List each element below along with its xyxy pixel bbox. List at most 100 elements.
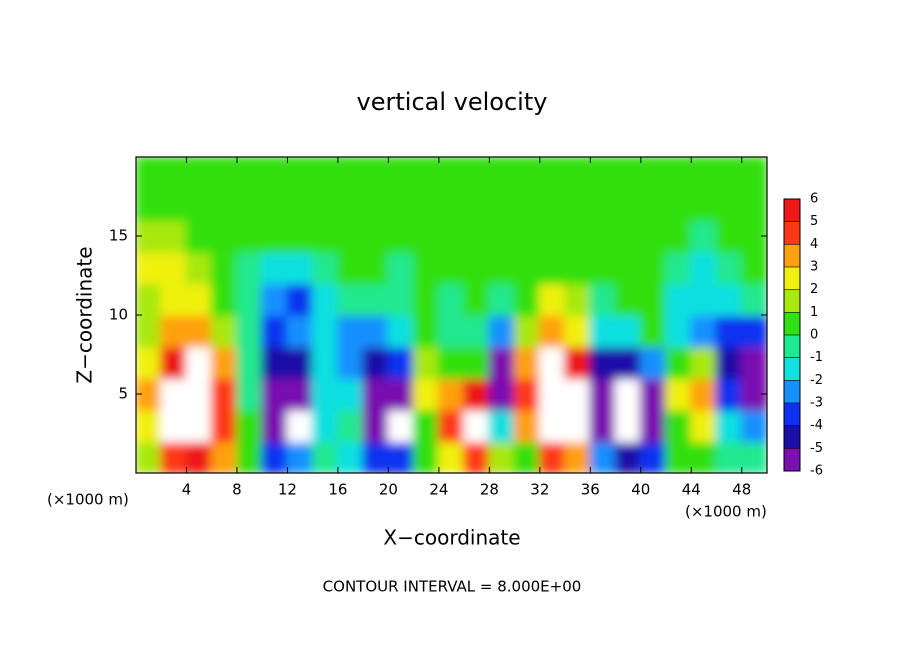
cell [286, 250, 314, 285]
cell [639, 157, 668, 190]
cell [740, 440, 767, 473]
cell [412, 440, 440, 473]
cell [362, 408, 390, 443]
colorbar-label: 1 [810, 305, 818, 320]
cell [740, 187, 767, 222]
cell [589, 408, 617, 443]
cell [614, 157, 642, 190]
cell [437, 187, 466, 222]
cell [261, 314, 289, 348]
cell [715, 440, 743, 473]
cell [136, 187, 163, 222]
cell [564, 377, 592, 411]
cell [639, 408, 668, 443]
cell [513, 219, 541, 253]
cell [538, 408, 567, 443]
y-tick-label: 15 [109, 227, 128, 245]
cell [261, 157, 289, 190]
cell [136, 314, 163, 348]
cell [513, 314, 541, 348]
cell [261, 282, 289, 316]
cell [639, 440, 668, 473]
cell [210, 219, 238, 253]
chart-title: vertical velocity [357, 88, 548, 116]
cell [362, 219, 390, 253]
cell [513, 408, 541, 443]
cell [538, 250, 567, 285]
cell [690, 440, 718, 473]
field [136, 157, 767, 473]
cell [336, 250, 365, 285]
cell [412, 314, 440, 348]
colorbar-bin [784, 289, 800, 313]
cell [286, 282, 314, 316]
x-tick-label: 36 [581, 481, 600, 499]
cell [665, 440, 693, 473]
cell [286, 314, 314, 348]
cell [185, 314, 213, 348]
colorbar-bin [784, 244, 800, 267]
cell [564, 408, 592, 443]
x-tick-label: 4 [182, 481, 192, 499]
cell [160, 219, 188, 253]
cell [336, 408, 365, 443]
cell [564, 440, 592, 473]
cell [336, 440, 365, 473]
colorbar-bin [784, 357, 800, 381]
x-tick-label: 24 [429, 481, 448, 499]
cell [311, 219, 339, 253]
cell [311, 408, 339, 443]
cell [210, 282, 238, 316]
cell [336, 377, 365, 411]
cell [488, 282, 516, 316]
cell [513, 345, 541, 380]
cell [639, 250, 668, 285]
cell [639, 314, 668, 348]
cell [336, 157, 365, 190]
cell [513, 377, 541, 411]
cell [210, 187, 238, 222]
cell [136, 408, 163, 443]
cell [513, 250, 541, 285]
cell [387, 345, 415, 380]
cell [387, 377, 415, 411]
cell [589, 250, 617, 285]
cell [564, 187, 592, 222]
colorbar-bin [784, 448, 800, 471]
cell [185, 377, 213, 411]
note: CONTOUR INTERVAL = 8.000E+00 [323, 578, 582, 596]
cells [136, 157, 767, 473]
cell [160, 345, 188, 380]
cell [715, 314, 743, 348]
cell [589, 282, 617, 316]
cell [463, 408, 491, 443]
cell [336, 282, 365, 316]
cell [665, 187, 693, 222]
cell [362, 157, 390, 190]
cell [639, 282, 668, 316]
cell [665, 282, 693, 316]
cell [437, 377, 466, 411]
x-tick-label: 12 [278, 481, 297, 499]
cell [589, 314, 617, 348]
cell [387, 250, 415, 285]
x-tick-label: 20 [379, 481, 398, 499]
colorbar-label: -4 [810, 418, 823, 433]
cell [715, 377, 743, 411]
cell [488, 408, 516, 443]
cell [513, 282, 541, 316]
cell [185, 187, 213, 222]
cell [387, 219, 415, 253]
colorbar-label: -6 [810, 464, 823, 479]
cell [740, 314, 767, 348]
cell [488, 250, 516, 285]
cell [235, 440, 264, 473]
colorbar-label: 6 [810, 192, 818, 207]
cell [160, 408, 188, 443]
cell [690, 282, 718, 316]
cell [639, 187, 668, 222]
cell [235, 314, 264, 348]
cell [210, 314, 238, 348]
cell [740, 282, 767, 316]
colorbar-bin [784, 267, 800, 290]
